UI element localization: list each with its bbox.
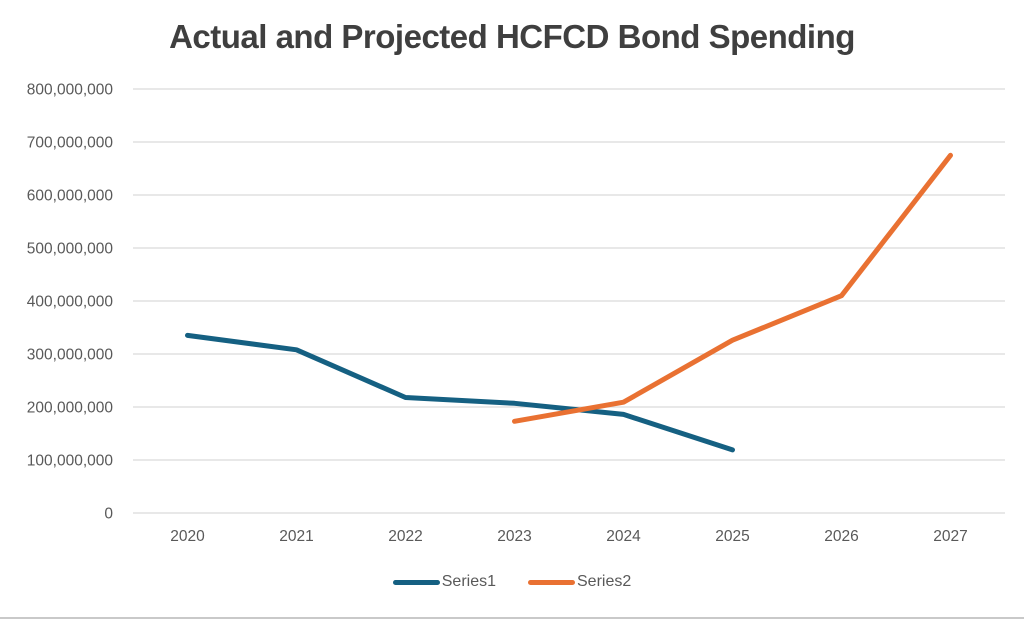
series-line-series1	[185, 332, 735, 453]
x-tick-label: 2022	[388, 528, 422, 545]
series-line-series2	[512, 152, 953, 424]
y-tick-label: 400,000,000	[27, 294, 114, 311]
y-axis-labels: 0 100,000,000 200,000,000 300,000,000 400,00…	[27, 82, 114, 523]
y-tick-label: 600,000,000	[27, 188, 114, 205]
y-tick-label: 0	[104, 506, 113, 523]
y-tick-label: 500,000,000	[27, 241, 114, 258]
y-tick-label: 200,000,000	[27, 400, 114, 417]
y-tick-label: 300,000,000	[27, 347, 114, 364]
chart-title: Actual and Projected HCFCD Bond Spending	[169, 18, 855, 55]
legend-label: Series1	[441, 573, 496, 590]
legend-item-series2: Series2	[528, 573, 631, 591]
legend-swatch	[528, 579, 575, 585]
x-tick-label: 2027	[933, 528, 967, 545]
legend: Series1 Series2	[0, 573, 1024, 591]
y-tick-label: 100,000,000	[27, 453, 114, 470]
y-tick-label: 800,000,000	[27, 82, 114, 99]
gridlines	[133, 88, 1005, 514]
x-axis-labels: 2020 2021 2022 2023 2024 2025 2026 2027	[170, 528, 967, 545]
x-tick-label: 2023	[497, 528, 531, 545]
legend-swatch	[392, 579, 440, 585]
x-tick-label: 2024	[606, 528, 641, 545]
legend-label: Series2	[577, 573, 632, 590]
x-tick-label: 2021	[279, 528, 313, 545]
y-tick-label: 700,000,000	[27, 135, 114, 152]
x-tick-label: 2020	[170, 528, 205, 545]
legend-item-series1: Series1	[392, 573, 496, 591]
x-tick-label: 2026	[824, 528, 858, 545]
x-tick-label: 2025	[715, 528, 749, 545]
